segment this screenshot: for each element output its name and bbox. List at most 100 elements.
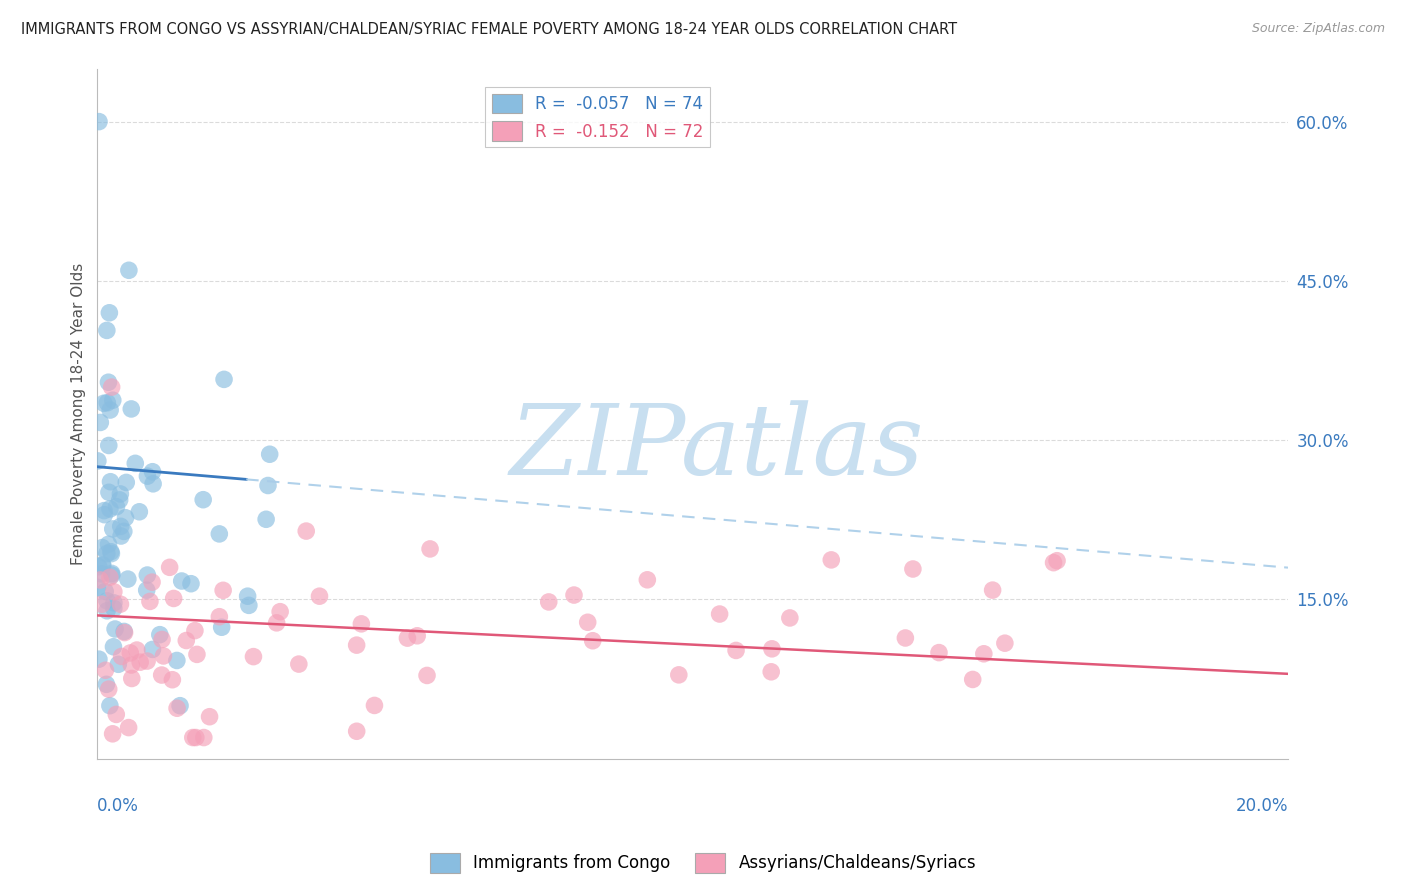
Y-axis label: Female Poverty Among 18-24 Year Olds: Female Poverty Among 18-24 Year Olds [72, 262, 86, 565]
Point [350, 616, 373, 631]
Point [150, 668, 173, 682]
Point [91, 558, 114, 572]
Point [159, 560, 181, 574]
Point [120, 401, 142, 416]
Point [110, 597, 132, 611]
Point [93, 396, 115, 410]
Point [100, 547, 122, 561]
Point [98, 306, 121, 320]
Text: 20.0%: 20.0% [1236, 797, 1288, 814]
Point [87, 652, 110, 666]
Point [86, 581, 108, 595]
Point [96, 323, 118, 337]
Point [91, 541, 114, 555]
Point [101, 566, 124, 581]
Point [346, 638, 368, 652]
Point [257, 478, 280, 492]
Point [89, 416, 111, 430]
Point [779, 611, 801, 625]
Point [112, 524, 135, 539]
Point [170, 574, 193, 588]
Point [181, 731, 204, 745]
Text: ZIPatlas: ZIPatlas [509, 401, 924, 496]
Point [128, 505, 150, 519]
Point [110, 649, 132, 664]
Point [259, 447, 281, 461]
Point [725, 643, 748, 657]
Point [124, 456, 146, 470]
Point [114, 510, 136, 524]
Point [89, 573, 111, 587]
Point [901, 562, 924, 576]
Point [636, 573, 658, 587]
Point [87, 114, 110, 128]
Point [98, 698, 121, 713]
Point [87, 454, 110, 468]
Point [174, 633, 197, 648]
Point [894, 631, 917, 645]
Point [208, 609, 231, 624]
Point [101, 568, 124, 582]
Point [962, 673, 984, 687]
Point [269, 605, 291, 619]
Point [136, 469, 159, 483]
Point [761, 665, 783, 679]
Point [928, 646, 950, 660]
Point [114, 625, 136, 640]
Point [121, 672, 143, 686]
Point [150, 632, 173, 647]
Point [994, 636, 1017, 650]
Point [166, 701, 188, 715]
Point [576, 615, 599, 630]
Point [346, 724, 368, 739]
Point [169, 698, 191, 713]
Point [110, 529, 132, 543]
Point [184, 624, 207, 638]
Point [93, 503, 115, 517]
Point [94, 584, 117, 599]
Point [308, 589, 330, 603]
Point [184, 731, 207, 745]
Point [406, 629, 429, 643]
Point [166, 653, 188, 667]
Point [110, 519, 132, 533]
Point [87, 559, 110, 574]
Point [107, 657, 129, 672]
Point [101, 522, 124, 536]
Point [117, 572, 139, 586]
Point [668, 668, 690, 682]
Point [93, 508, 115, 522]
Point [973, 647, 995, 661]
Point [141, 642, 163, 657]
Point [562, 588, 585, 602]
Point [180, 576, 202, 591]
Point [125, 643, 148, 657]
Point [120, 658, 142, 673]
Point [129, 655, 152, 669]
Point [193, 731, 215, 745]
Point [582, 633, 605, 648]
Point [103, 640, 125, 654]
Point [152, 648, 174, 663]
Point [236, 589, 259, 603]
Point [98, 502, 121, 516]
Point [118, 263, 141, 277]
Point [97, 485, 120, 500]
Point [96, 547, 118, 561]
Point [135, 583, 157, 598]
Point [396, 631, 419, 645]
Point [288, 657, 311, 671]
Point [103, 596, 125, 610]
Point [141, 465, 163, 479]
Point [97, 438, 120, 452]
Point [266, 615, 288, 630]
Point [211, 620, 233, 634]
Point [1046, 554, 1069, 568]
Point [295, 524, 318, 538]
Point [90, 566, 112, 581]
Point [100, 380, 122, 394]
Point [97, 537, 120, 551]
Point [104, 622, 127, 636]
Point [97, 682, 120, 697]
Point [98, 403, 121, 417]
